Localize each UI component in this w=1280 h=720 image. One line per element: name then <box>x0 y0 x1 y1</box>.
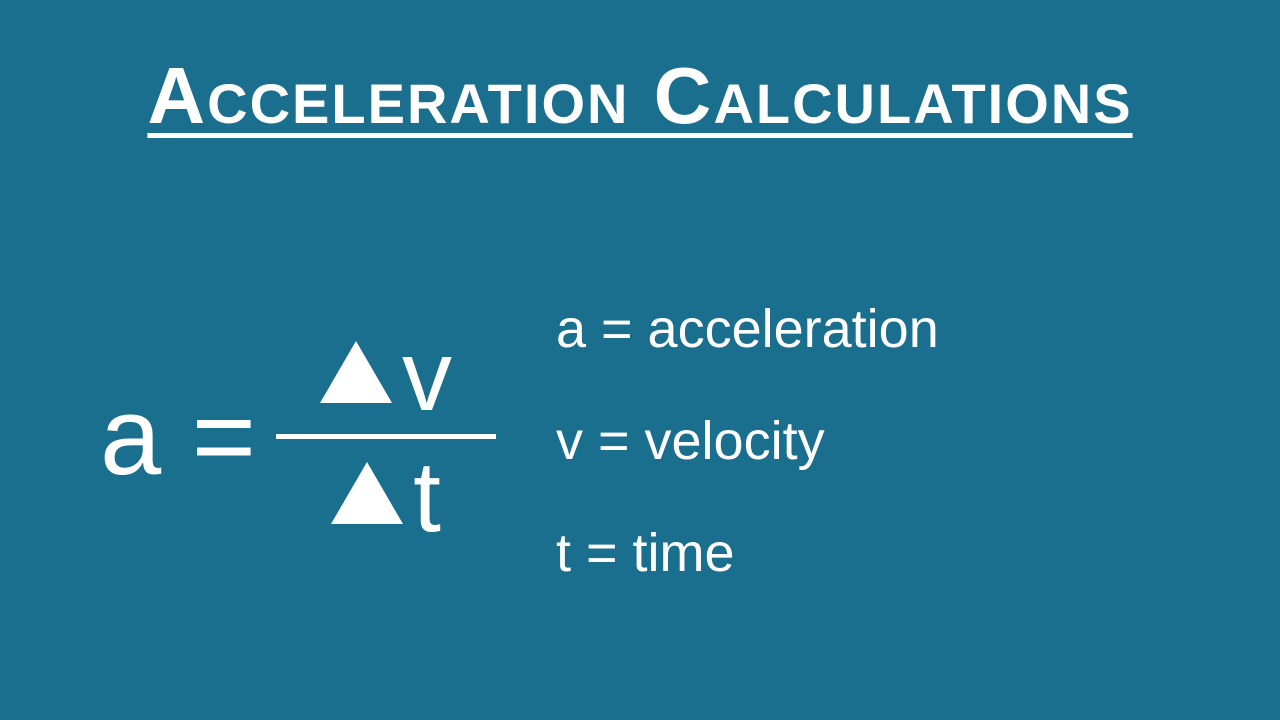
numerator-var: v <box>402 326 452 426</box>
slide-container: Acceleration Calculations a = v t a = ac… <box>0 0 1280 720</box>
definition-acceleration: a = acceleration <box>556 298 939 360</box>
delta-icon <box>331 462 403 524</box>
formula-block: a = v t <box>60 318 496 555</box>
content-row: a = v t a = acceleration v = velocity t … <box>60 202 1220 670</box>
denominator-var: t <box>413 447 441 547</box>
formula-lhs: a = <box>100 373 256 500</box>
page-title: Acceleration Calculations <box>60 50 1220 142</box>
formula-denominator: t <box>311 439 461 555</box>
definition-velocity: v = velocity <box>556 410 939 472</box>
formula-numerator: v <box>300 318 472 434</box>
delta-icon <box>320 341 392 403</box>
definitions-block: a = acceleration v = velocity t = time <box>556 288 939 584</box>
formula-fraction: v t <box>276 318 496 555</box>
definition-time: t = time <box>556 522 939 584</box>
